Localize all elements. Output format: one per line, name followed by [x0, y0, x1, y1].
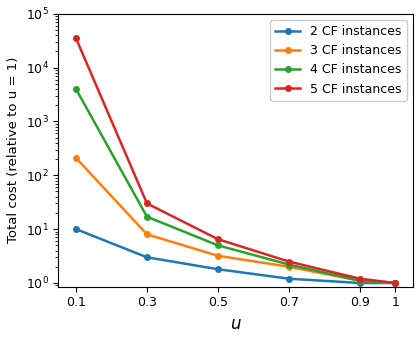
4 CF instances: [393, 281, 398, 285]
5 CF instances: [215, 237, 220, 241]
2 CF instances: [393, 281, 398, 285]
Line: 5 CF instances: 5 CF instances: [73, 35, 398, 286]
Y-axis label: Total cost (relative to u = 1): Total cost (relative to u = 1): [7, 57, 20, 243]
2 CF instances: [357, 281, 362, 285]
4 CF instances: [286, 262, 291, 267]
4 CF instances: [144, 215, 150, 219]
2 CF instances: [286, 277, 291, 281]
2 CF instances: [144, 255, 150, 259]
5 CF instances: [74, 36, 79, 40]
Line: 4 CF instances: 4 CF instances: [73, 86, 398, 286]
3 CF instances: [393, 281, 398, 285]
3 CF instances: [357, 279, 362, 283]
2 CF instances: [74, 227, 79, 231]
5 CF instances: [357, 277, 362, 281]
2 CF instances: [215, 267, 220, 271]
Line: 2 CF instances: 2 CF instances: [73, 226, 398, 286]
Legend: 2 CF instances, 3 CF instances, 4 CF instances, 5 CF instances: 2 CF instances, 3 CF instances, 4 CF ins…: [270, 20, 407, 101]
5 CF instances: [393, 281, 398, 285]
4 CF instances: [357, 279, 362, 283]
5 CF instances: [144, 201, 150, 205]
4 CF instances: [74, 87, 79, 91]
Line: 3 CF instances: 3 CF instances: [73, 155, 398, 286]
3 CF instances: [74, 156, 79, 160]
5 CF instances: [286, 259, 291, 264]
4 CF instances: [215, 243, 220, 248]
3 CF instances: [215, 254, 220, 258]
3 CF instances: [286, 265, 291, 269]
3 CF instances: [144, 232, 150, 236]
X-axis label: u: u: [231, 315, 241, 333]
